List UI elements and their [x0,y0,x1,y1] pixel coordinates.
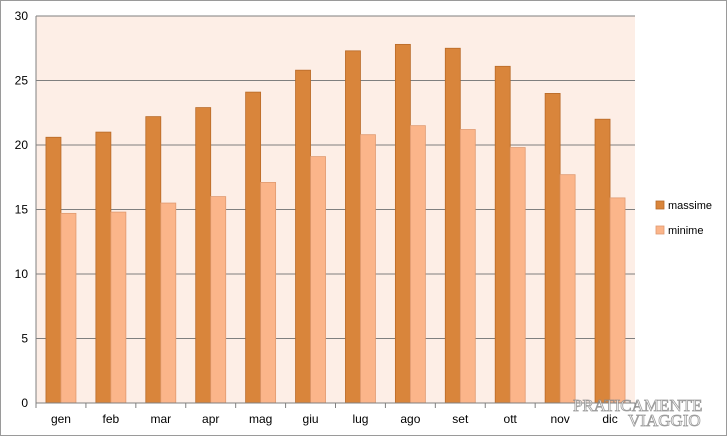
bar-massime-mag [245,91,262,404]
y-tick-label: 30 [15,9,29,23]
bar-minime-nov [559,174,576,404]
watermark-line2: VIAGGIO [628,411,701,430]
bar-minime-feb [110,211,127,404]
bar-massime-mar [145,116,162,404]
x-tick-label: ott [504,412,518,426]
bar-minime-mag [260,182,277,404]
bar-massime-lug [345,50,361,404]
bar-massime-ott [494,65,511,404]
legend-swatch-massime [655,200,665,210]
bar-massime-nov [544,93,561,404]
bar-massime-giu [295,69,311,404]
bar-massime-dic [594,118,611,404]
bar-minime-dic [609,197,626,404]
watermark-line1: PRATICAMENTE [573,396,702,415]
bar-massime-apr [195,107,212,404]
y-tick-label: 25 [15,74,29,88]
y-tick-label: 0 [21,396,28,410]
bar-massime-feb [95,131,112,404]
y-tick-label: 5 [21,332,28,346]
x-tick-label: apr [202,412,219,426]
axes [35,16,636,408]
legend: massime minime [655,200,712,237]
bar-minime-apr [210,196,227,404]
legend-swatch-minime [655,225,665,235]
x-tick-label: gen [51,412,71,426]
x-tick-label: nov [550,412,569,426]
x-tick-label: feb [103,412,120,426]
x-tick-label: set [452,412,469,426]
y-axis-tick-labels: 0 5 10 15 20 25 30 [15,9,29,410]
bar-minime-mar [160,202,177,404]
bar-minime-ott [509,147,526,404]
legend-label-minime: minime [668,225,703,237]
bar-minime-giu [310,156,326,404]
bar-minime-ago [409,125,426,404]
x-tick-label: mag [249,412,272,426]
x-tick-label: lug [352,412,368,426]
bar-massime-set [444,47,461,404]
y-tick-label: 15 [15,203,29,217]
legend-label-massime: massime [668,200,712,212]
bar-massime-gen [45,136,62,404]
y-tick-label: 20 [15,138,29,152]
bar-massime-ago [394,43,411,404]
watermark-logo: PRATICAMENTE VIAGGIO [573,396,703,431]
x-axis-tick-labels: gen feb mar apr mag giu lug ago set ott nov dic [51,412,618,426]
y-tick-label: 10 [15,267,29,281]
bar-minime-gen [60,212,77,404]
x-tick-label: dic [602,412,617,426]
x-tick-label: giu [303,412,319,426]
x-tick-label: mar [150,412,171,426]
bar-minime-set [459,129,476,404]
bar-series [45,43,626,404]
bar-minime-lug [360,134,376,404]
x-tick-label: ago [400,412,420,426]
